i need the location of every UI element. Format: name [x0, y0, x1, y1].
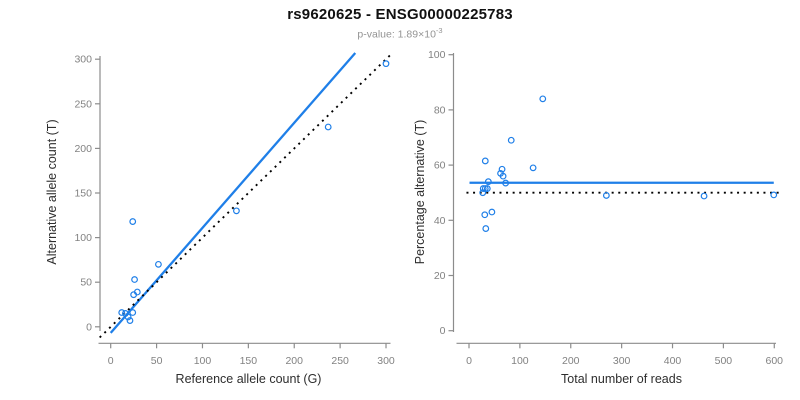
data-point: [481, 211, 489, 219]
y-tick-label: 0: [86, 321, 92, 333]
y-tick-label: 200: [74, 143, 92, 155]
y-tick-label: 50: [80, 277, 92, 289]
y-tick-label: 100: [428, 49, 446, 61]
x-tick-label: 200: [285, 355, 303, 367]
y-tick-label: 40: [434, 215, 446, 227]
x-tick-label: 250: [331, 355, 349, 367]
x-tick-label: 50: [151, 355, 163, 367]
data-point: [131, 276, 138, 283]
data-point: [488, 208, 496, 216]
data-point: [479, 189, 487, 197]
data-point: [502, 179, 510, 187]
data-point: [118, 309, 126, 316]
x-tick-label: 0: [108, 355, 114, 367]
data-point: [602, 192, 610, 199]
data-point: [529, 164, 537, 172]
data-point: [770, 191, 778, 199]
y-tick-label: 250: [74, 98, 92, 110]
pvalue-exponent: -3: [435, 26, 443, 35]
data-point: [155, 260, 162, 268]
x-tick-label: 300: [377, 355, 395, 367]
data-point: [507, 136, 515, 144]
data-point: [482, 225, 490, 232]
x-tick-label: 300: [613, 355, 631, 367]
y-tick-label: 0: [440, 325, 446, 337]
x-tick-label: 150: [240, 355, 258, 367]
x-axis-title: Reference allele count (G): [176, 372, 322, 386]
x-tick-label: 200: [562, 355, 580, 367]
identity-line: [99, 53, 393, 339]
data-point: [382, 60, 390, 68]
pvalue-text: p-value: 1.89×10: [357, 28, 436, 41]
data-point: [324, 123, 332, 131]
data-point: [539, 95, 547, 103]
y-tick-label: 150: [74, 188, 92, 200]
data-point: [484, 178, 492, 186]
data-point: [499, 172, 507, 180]
y-axis-title: Alternative allele count (T): [45, 119, 59, 264]
x-tick-label: 100: [194, 355, 212, 367]
figure-title: rs9620625 - ENSG00000225783: [287, 6, 513, 23]
x-tick-label: 500: [715, 355, 733, 367]
data-point: [126, 317, 134, 324]
data-point: [124, 313, 132, 321]
data-point: [129, 309, 137, 316]
y-tick-label: 20: [434, 270, 446, 282]
y-tick-label: 80: [434, 104, 446, 116]
x-tick-label: 0: [466, 355, 472, 367]
data-point: [479, 185, 487, 192]
data-point: [129, 218, 137, 225]
data-point: [133, 288, 141, 296]
y-axis-title: Percentage alternative (T): [413, 120, 427, 265]
x-tick-label: 100: [511, 355, 529, 367]
x-tick-label: 400: [664, 355, 682, 367]
x-axis-title: Total number of reads: [561, 372, 682, 386]
data-point: [481, 157, 489, 165]
y-tick-label: 300: [74, 54, 92, 66]
y-tick-label: 100: [74, 232, 92, 244]
data-point: [498, 165, 506, 173]
figure-subtitle: p-value: 1.89×10-3: [0, 26, 800, 41]
data-point: [483, 185, 491, 192]
data-point: [700, 192, 708, 200]
x-tick-label: 600: [766, 355, 784, 367]
data-point: [233, 207, 240, 215]
y-tick-label: 60: [434, 160, 446, 172]
